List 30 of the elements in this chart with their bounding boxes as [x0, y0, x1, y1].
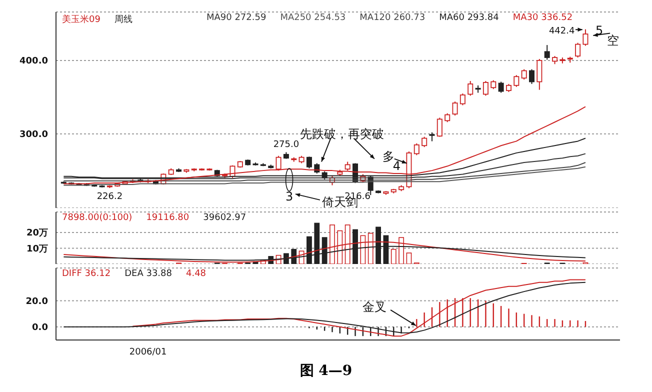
annotation: 19116.80: [146, 213, 190, 223]
annotation: 先跌破，再突破: [300, 126, 384, 141]
annotation: MA120 260.73: [360, 13, 426, 25]
text: 空: [607, 34, 620, 48]
annotation: 39602.97: [203, 213, 246, 223]
annotation: 多: [382, 150, 394, 164]
x-tick-label: 2006/01: [129, 347, 167, 358]
annotation: MA60 293.84: [439, 13, 499, 25]
annotation: MA30 336.52: [512, 13, 573, 25]
y-tick-label: 0.0: [32, 323, 48, 334]
y-tick-label: 300.0: [20, 130, 48, 140]
annotation: DIFF 36.12: [62, 269, 111, 279]
y-tick-label: 10万: [26, 244, 48, 254]
text: 图 4—9: [298, 362, 354, 381]
annotation: 442.4: [548, 26, 575, 36]
annotation: 4.48: [186, 269, 206, 279]
annotation: 金叉: [362, 300, 386, 314]
y-tick-label: 400.0: [20, 56, 48, 67]
annotation: DEA 33.88: [124, 269, 172, 279]
annotation: 3: [285, 189, 294, 204]
annotation: 7898.00(0:100): [62, 213, 132, 223]
y-tick-label: 20万: [26, 228, 48, 239]
annotation: 275.0: [273, 140, 300, 150]
annotation: 226.2: [96, 192, 123, 202]
annotation: MA90 272.59: [206, 13, 266, 25]
chart-title: 美玉米09: [62, 14, 100, 26]
annotation: 4: [392, 159, 401, 174]
annotation: MA250 254.53: [280, 13, 346, 25]
chart-subtitle: 周线: [114, 14, 132, 26]
y-tick-label: 20.0: [26, 296, 48, 307]
